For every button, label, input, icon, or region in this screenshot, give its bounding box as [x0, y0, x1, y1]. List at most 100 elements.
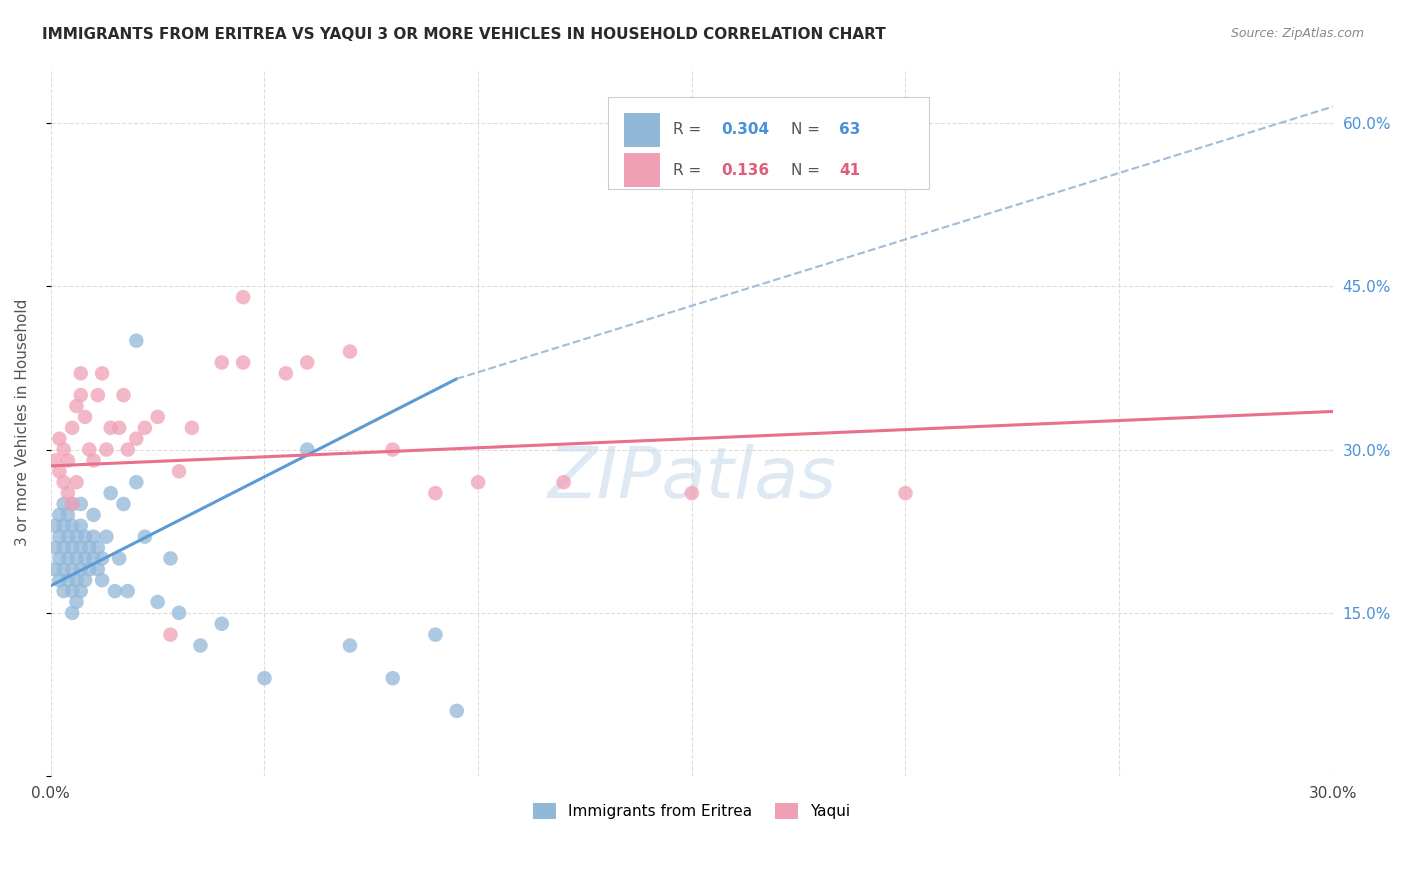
Text: 63: 63 — [839, 122, 860, 137]
Point — [87, 562, 110, 576]
Point — [44, 541, 66, 555]
Point — [339, 344, 361, 359]
Point — [56, 508, 79, 522]
Point — [65, 530, 87, 544]
FancyBboxPatch shape — [624, 153, 659, 187]
Point — [52, 442, 75, 457]
Point — [73, 530, 96, 544]
Point — [108, 551, 131, 566]
Point — [52, 541, 75, 555]
Point — [60, 497, 83, 511]
Text: R =: R = — [672, 122, 706, 137]
Y-axis label: 3 or more Vehicles in Household: 3 or more Vehicles in Household — [15, 299, 30, 546]
Point — [56, 530, 79, 544]
Text: Source: ZipAtlas.com: Source: ZipAtlas.com — [1230, 27, 1364, 40]
Point — [425, 627, 447, 641]
Text: R =: R = — [672, 163, 706, 178]
Text: IMMIGRANTS FROM ERITREA VS YAQUI 3 OR MORE VEHICLES IN HOUSEHOLD CORRELATION CHA: IMMIGRANTS FROM ERITREA VS YAQUI 3 OR MO… — [42, 27, 886, 42]
Point — [65, 595, 87, 609]
Point — [211, 616, 233, 631]
Point — [125, 432, 148, 446]
Point — [232, 290, 254, 304]
Point — [134, 421, 156, 435]
Point — [681, 486, 703, 500]
Point — [112, 497, 135, 511]
Point — [52, 584, 75, 599]
Point — [65, 551, 87, 566]
Point — [79, 541, 101, 555]
Point — [381, 442, 404, 457]
Point — [69, 541, 91, 555]
Point — [87, 388, 110, 402]
Point — [232, 355, 254, 369]
Point — [83, 551, 105, 566]
Point — [381, 671, 404, 685]
Point — [73, 573, 96, 587]
Point — [211, 355, 233, 369]
Point — [339, 639, 361, 653]
Point — [100, 421, 122, 435]
Text: N =: N = — [790, 163, 824, 178]
Point — [48, 508, 70, 522]
Point — [60, 421, 83, 435]
Point — [134, 530, 156, 544]
Point — [48, 464, 70, 478]
Point — [60, 562, 83, 576]
Point — [167, 606, 190, 620]
Point — [180, 421, 202, 435]
Point — [60, 584, 83, 599]
Point — [253, 671, 276, 685]
Point — [69, 497, 91, 511]
Legend: Immigrants from Eritrea, Yaqui: Immigrants from Eritrea, Yaqui — [527, 797, 856, 825]
Point — [274, 367, 297, 381]
Point — [117, 584, 139, 599]
Point — [159, 551, 181, 566]
Point — [65, 573, 87, 587]
Point — [52, 475, 75, 490]
Point — [52, 518, 75, 533]
Point — [65, 475, 87, 490]
Point — [79, 562, 101, 576]
Point — [48, 432, 70, 446]
Point — [87, 541, 110, 555]
Point — [48, 573, 70, 587]
Point — [52, 497, 75, 511]
Point — [73, 551, 96, 566]
Point — [91, 551, 114, 566]
Point — [297, 442, 319, 457]
Point — [159, 627, 181, 641]
Point — [83, 508, 105, 522]
Point — [69, 388, 91, 402]
Text: 41: 41 — [839, 163, 860, 178]
Text: 0.304: 0.304 — [721, 122, 769, 137]
Point — [69, 367, 91, 381]
Point — [56, 486, 79, 500]
FancyBboxPatch shape — [609, 97, 929, 189]
Point — [100, 486, 122, 500]
Text: 0.136: 0.136 — [721, 163, 769, 178]
Point — [146, 595, 169, 609]
Point — [190, 639, 212, 653]
Point — [96, 530, 118, 544]
Point — [52, 562, 75, 576]
Point — [894, 486, 917, 500]
Point — [69, 562, 91, 576]
Point — [60, 497, 83, 511]
Point — [60, 541, 83, 555]
Point — [44, 518, 66, 533]
Point — [146, 409, 169, 424]
Point — [65, 399, 87, 413]
Point — [125, 334, 148, 348]
Point — [69, 518, 91, 533]
Point — [44, 562, 66, 576]
Point — [425, 486, 447, 500]
Point — [56, 453, 79, 467]
Point — [96, 442, 118, 457]
Point — [553, 475, 575, 490]
Point — [60, 606, 83, 620]
Point — [56, 573, 79, 587]
Point — [60, 518, 83, 533]
FancyBboxPatch shape — [624, 113, 659, 147]
Point — [48, 530, 70, 544]
Point — [167, 464, 190, 478]
